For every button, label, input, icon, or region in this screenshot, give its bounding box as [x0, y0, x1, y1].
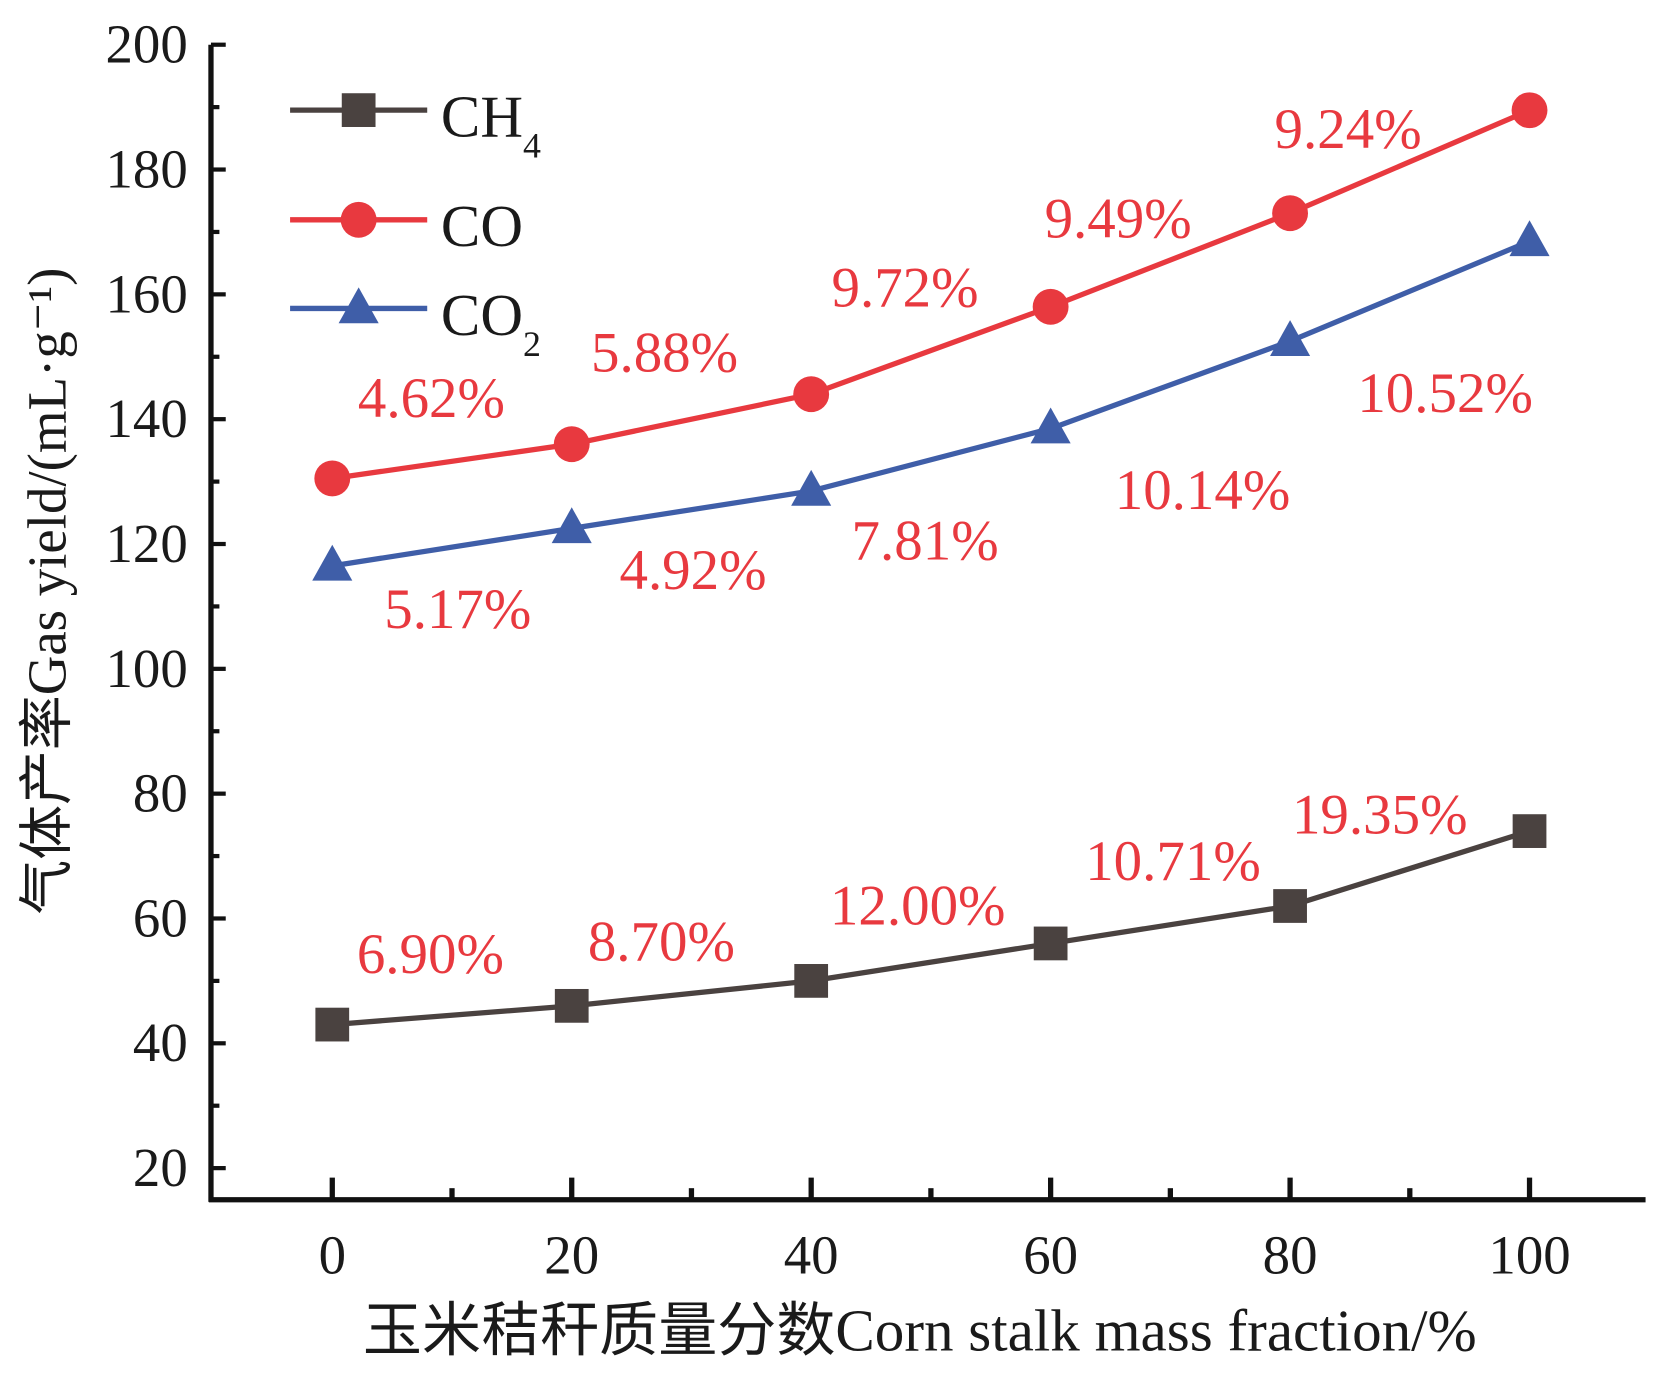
data-point [553, 426, 590, 463]
data-point [1030, 407, 1071, 444]
legend-marker [341, 93, 376, 127]
data-point [793, 376, 830, 413]
legend-marker [340, 201, 377, 238]
data-label: 9.49% [1045, 188, 1192, 251]
legend-marker [338, 287, 379, 324]
data-label: 9.24% [1275, 98, 1422, 161]
y-tick-label: 100 [105, 638, 187, 699]
series-co [314, 92, 1548, 497]
x-tick-label: 60 [1023, 1225, 1078, 1286]
series-ch4 [315, 814, 1547, 1042]
y-tick-label: 60 [133, 887, 188, 948]
data-point [1273, 889, 1307, 923]
data-point [794, 964, 829, 998]
series-co2 [312, 220, 1550, 581]
data-point [314, 460, 351, 497]
x-tick-label: 100 [1488, 1225, 1570, 1286]
legend-label: CH4 [441, 83, 541, 165]
legend-label: CO2 [441, 282, 541, 364]
legend-item-ch4: CH4 [290, 83, 541, 166]
data-label: 5.17% [384, 578, 531, 641]
data-point [1272, 195, 1309, 232]
y-tick-label: 200 [105, 14, 187, 75]
legend-label: CO [441, 193, 523, 259]
data-point [1509, 220, 1550, 257]
y-axis-label: 气体产率Gas yield/(mL·g⁻¹) [16, 268, 77, 915]
data-point [1033, 926, 1068, 961]
data-label: 9.72% [831, 256, 978, 319]
x-tick-label: 40 [784, 1225, 839, 1286]
data-label: 10.71% [1085, 830, 1261, 893]
y-tick-label: 120 [105, 513, 187, 574]
y-tick-label: 180 [105, 138, 187, 199]
data-label: 10.52% [1357, 362, 1533, 425]
axes: 20 40 60 80 100 120 140 160 180 200 0 20 40 60 80 100 [105, 14, 1646, 1286]
x-tick-label: 20 [544, 1225, 599, 1286]
data-point [312, 544, 353, 581]
legend-item-co2: CO2 [290, 282, 541, 364]
data-label: 8.70% [588, 910, 735, 973]
data-point [1512, 814, 1547, 848]
series-line [331, 238, 1531, 569]
x-tick-label: 80 [1263, 1225, 1318, 1286]
data-label: 12.00% [830, 874, 1006, 937]
legend-item-co: CO [290, 193, 523, 259]
y-tick-label: 40 [133, 1012, 188, 1073]
data-point [551, 507, 592, 544]
data-label: 10.14% [1115, 459, 1291, 522]
y-tick-label: 80 [133, 763, 188, 824]
y-tick-label: 20 [133, 1137, 188, 1198]
data-point [315, 1007, 350, 1042]
series-group [312, 92, 1550, 1042]
series-line [332, 828, 1531, 1028]
data-point [791, 469, 832, 506]
data-label: 5.88% [591, 322, 738, 385]
x-tick-label: 0 [319, 1225, 346, 1286]
annotations: 6.90% 8.70% 12.00% 10.71% 19.35% 4.62% 5.88% 9.… [357, 98, 1533, 986]
x-axis-label: 玉米秸秆质量分数Corn stalk mass fraction/% [363, 1298, 1477, 1364]
y-tick-label: 140 [105, 388, 187, 449]
series-line [331, 107, 1531, 482]
y-tick-label: 160 [105, 263, 187, 324]
data-label: 7.81% [852, 509, 999, 572]
data-point [1511, 92, 1548, 129]
data-point [554, 988, 589, 1023]
data-label: 19.35% [1292, 784, 1468, 847]
legend: CH4 CO CO2 [290, 83, 541, 364]
data-label: 4.62% [358, 367, 505, 430]
data-point [1270, 320, 1311, 356]
data-point [1032, 288, 1069, 325]
data-label: 4.92% [619, 539, 766, 602]
data-label: 6.90% [357, 923, 504, 986]
